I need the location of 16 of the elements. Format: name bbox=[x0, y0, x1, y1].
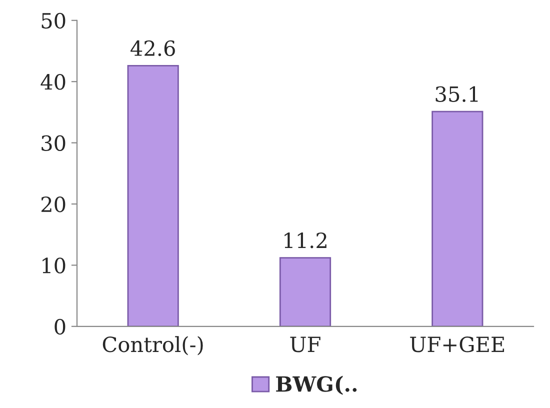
y-tick-label: 50 bbox=[42, 12, 66, 29]
bar bbox=[279, 257, 332, 326]
y-tick-label: 0 bbox=[54, 318, 66, 335]
legend-label: BWG(.. bbox=[276, 376, 357, 395]
x-tick-label: Control(-) bbox=[102, 336, 203, 356]
bar bbox=[127, 64, 179, 326]
y-tick-label: 10 bbox=[42, 258, 66, 274]
data-label: 35.1 bbox=[436, 86, 478, 102]
bar bbox=[432, 110, 484, 326]
data-label: 11.2 bbox=[284, 232, 326, 248]
data-label: 42.6 bbox=[130, 40, 175, 56]
y-tick-label: 40 bbox=[40, 74, 66, 90]
y-tick-label: 20 bbox=[41, 196, 66, 212]
x-tick-label: UF+GEE bbox=[410, 336, 504, 352]
y-tick-label: 30 bbox=[42, 135, 66, 152]
x-tick-label: UF bbox=[290, 336, 320, 352]
